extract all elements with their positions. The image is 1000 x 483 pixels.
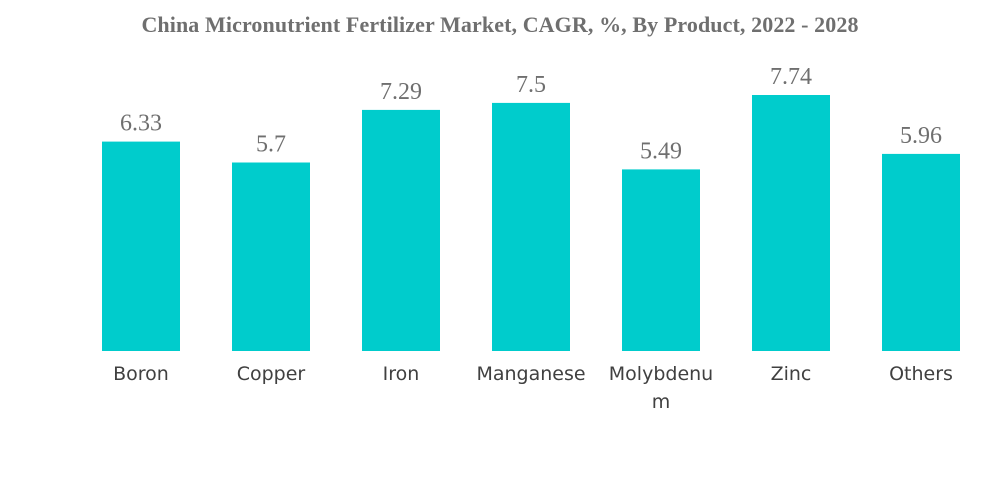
bar-copper xyxy=(232,162,310,351)
bar-manganese xyxy=(492,102,570,352)
bar-iron xyxy=(362,109,440,352)
bar-zinc xyxy=(752,95,830,351)
data-label-boron: 6.33 xyxy=(120,111,162,137)
chart-title: China Micronutrient Fertilizer Market, C… xyxy=(141,12,859,37)
category-label-others: Others xyxy=(889,363,953,385)
category-label-zinc: Zinc xyxy=(771,363,812,385)
data-label-others: 5.96 xyxy=(900,123,942,149)
category-label-iron: Iron xyxy=(383,363,420,385)
bar-others xyxy=(882,153,960,351)
category-label-copper: Copper xyxy=(237,363,306,385)
data-label-copper: 5.7 xyxy=(256,132,286,158)
data-label-iron: 7.29 xyxy=(380,79,422,105)
data-label-molybdenum: 5.49 xyxy=(640,138,682,164)
category-label-manganese: Manganese xyxy=(476,363,585,385)
bar-molybdenum xyxy=(622,169,700,351)
data-label-manganese: 7.5 xyxy=(516,72,546,98)
category-label-boron: Boron xyxy=(113,363,169,385)
bar-boron xyxy=(102,141,180,351)
category-label-molybdenum: Molybdenu m xyxy=(609,363,713,413)
data-label-zinc: 7.74 xyxy=(770,64,812,90)
